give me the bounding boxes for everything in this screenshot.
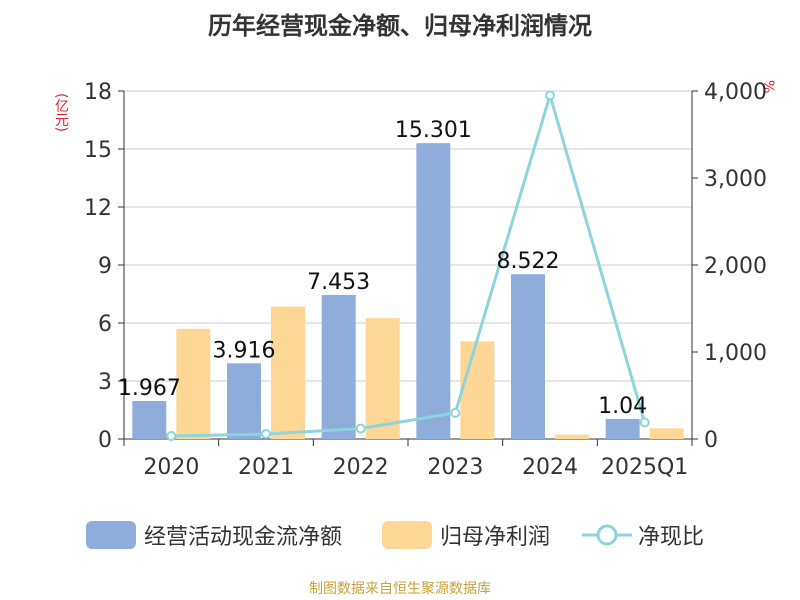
point-cash-ratio	[261, 429, 271, 440]
left-axis-tick-label: 12	[84, 196, 112, 221]
data-label-operating-cashflow: 8.522	[497, 249, 560, 274]
left-axis-tick-label: 3	[98, 370, 112, 395]
bar-net-profit	[460, 341, 495, 439]
left-axis-tick-label: 6	[98, 312, 112, 337]
point-cash-ratio	[355, 423, 366, 434]
bar-operating-cashflow	[511, 274, 545, 439]
bar-operating-cashflow	[416, 143, 451, 439]
legend-swatch-net-profit	[382, 521, 432, 549]
right-axis-tick-label: 0	[704, 428, 718, 453]
bar-net-profit	[271, 306, 305, 439]
right-axis-tick-label: 1,000	[704, 341, 767, 366]
x-axis-tick-label: 2021	[238, 455, 294, 480]
legend-label-net-profit: 归母净利润	[440, 525, 551, 550]
bar-net-profit	[649, 428, 684, 439]
legend-item-cash-ratio[interactable]: 净现比	[582, 518, 704, 552]
legend-item-operating-cashflow[interactable]: 经营活动现金流净额	[86, 518, 342, 552]
source-note: 制图数据来自恒生聚源数据库	[309, 581, 491, 597]
legend-item-net-profit[interactable]: 归母净利润	[382, 518, 550, 552]
point-cash-ratio	[450, 407, 461, 418]
data-label-operating-cashflow: 7.453	[307, 270, 370, 295]
x-axis-tick-label: 2024	[522, 455, 578, 480]
point-cash-ratio	[639, 417, 650, 428]
bar-net-profit	[555, 434, 589, 439]
right-axis-unit: %	[760, 80, 776, 94]
chart-title: 历年经营现金净额、归母净利润情况	[208, 12, 592, 40]
data-label-operating-cashflow: 1.04	[598, 394, 647, 419]
left-axis-tick-label: 15	[84, 138, 112, 163]
line-cash-ratio	[171, 93, 647, 438]
x-axis-tick-label: 2025Q1	[601, 455, 688, 480]
right-axis-tick-label: 2,000	[704, 254, 767, 279]
right-axis-tick-label: 3,000	[704, 167, 767, 192]
point-cash-ratio	[545, 90, 555, 101]
bar-net-profit	[176, 328, 211, 439]
bar-operating-cashflow	[605, 418, 640, 439]
data-label-operating-cashflow: 1.967	[118, 376, 181, 401]
legend-swatch-operating-cashflow	[86, 521, 136, 549]
legend-line-cash-ratio-icon	[582, 524, 632, 546]
bar-net-profit	[365, 318, 400, 439]
data-label-operating-cashflow: 15.301	[395, 118, 472, 143]
bar-operating-cashflow	[227, 363, 261, 439]
bar-operating-cashflow	[132, 400, 167, 439]
bar-operating-cashflow	[321, 294, 356, 439]
legend-label-operating-cashflow: 经营活动现金流净额	[144, 525, 343, 550]
x-axis-tick-label: 2022	[333, 455, 389, 480]
left-axis-unit: (亿元)	[53, 93, 69, 132]
right-axis-tick-label: 4,000	[704, 80, 767, 105]
data-label-operating-cashflow: 3.916	[213, 338, 276, 363]
chart-legend: 经营活动现金流净额 归母净利润 净现比	[0, 518, 800, 552]
left-axis-tick-label: 0	[98, 428, 112, 453]
left-axis-tick-label: 9	[98, 254, 112, 279]
left-axis-tick-label: 18	[84, 80, 112, 105]
legend-label-cash-ratio: 净现比	[638, 525, 705, 550]
point-cash-ratio	[166, 430, 177, 441]
x-axis-tick-label: 2020	[143, 455, 199, 480]
x-axis-tick-label: 2023	[427, 455, 483, 480]
